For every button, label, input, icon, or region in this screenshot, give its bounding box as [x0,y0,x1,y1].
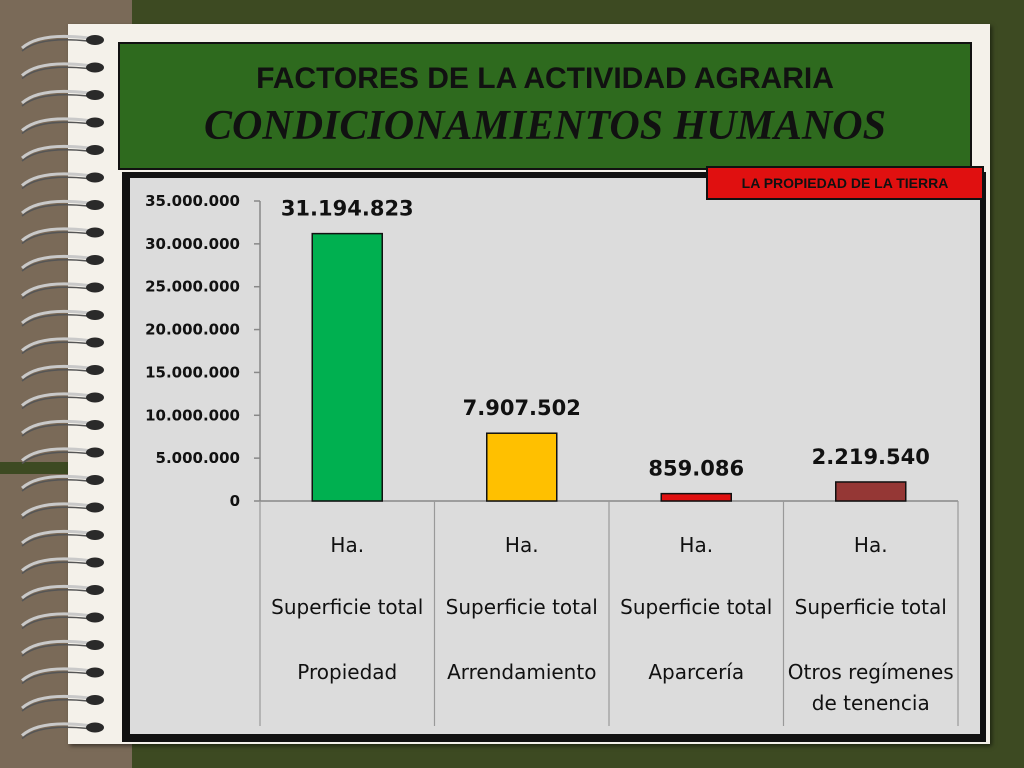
x-category-label: Ha. [505,533,539,557]
binding-ring [21,419,104,437]
binding-ring [21,529,104,547]
x-category-label: de tenencia [812,691,930,715]
y-tick-label: 30.000.000 [145,235,240,253]
x-category-label: Ha. [679,533,713,557]
y-tick-label: 0 [230,492,240,510]
binding-ring [21,199,104,217]
binding-ring [21,89,104,107]
binding-ring [21,722,104,740]
binding-ring [21,639,104,657]
binding-ring [21,144,104,162]
bar [835,481,907,502]
binding-ring [21,62,104,80]
x-category-label: Superficie total [620,595,772,619]
x-category-label: Superficie total [446,595,598,619]
binding-ring [21,502,104,520]
binding-ring [21,667,104,685]
binding-ring [21,584,104,602]
page-subtitle: CONDICIONAMIENTOS HUMANOS [204,103,886,149]
binding-ring [21,474,104,492]
spiral-binding [21,34,104,740]
bar [660,492,732,502]
data-label: 7.907.502 [463,396,581,420]
binding-ring [21,694,104,712]
data-label: 859.086 [648,457,744,481]
binding-ring [21,557,104,575]
bar [311,232,383,502]
title-box: FACTORES DE LA ACTIVIDAD AGRARIA CONDICI… [118,42,972,170]
binding-ring [21,612,104,630]
y-tick-label: 35.000.000 [145,192,240,210]
bar [486,432,558,502]
x-category-label: Propiedad [297,660,397,684]
binding-ring [21,254,104,272]
y-tick-label: 25.000.000 [145,278,240,296]
x-category-label: Aparcería [648,660,744,684]
x-category-label: Ha. [330,533,364,557]
data-label: 31.194.823 [281,197,414,221]
x-category-label: Otros regímenes [788,660,954,684]
page-title: FACTORES DE LA ACTIVIDAD AGRARIA [256,62,834,95]
y-tick-label: 20.000.000 [145,321,240,339]
topic-badge: LA PROPIEDAD DE LA TIERRA [706,166,984,200]
binding-ring [21,447,104,465]
x-category-label: Ha. [854,533,888,557]
strip-notch [0,462,70,474]
binding-ring [21,227,104,245]
y-tick-label: 5.000.000 [156,449,240,467]
x-category-label: Arrendamiento [447,660,596,684]
data-label: 2.219.540 [812,445,930,469]
binding-ring [21,392,104,410]
binding-ring [21,117,104,135]
x-category-label: Superficie total [795,595,947,619]
binding-ring [21,34,104,52]
binding-ring [21,337,104,355]
binding-ring [21,282,104,300]
binding-ring [21,172,104,190]
binding-ring [21,309,104,327]
y-tick-label: 15.000.000 [145,363,240,381]
x-category-label: Superficie total [271,595,423,619]
y-tick-label: 10.000.000 [145,406,240,424]
binding-ring [21,364,104,382]
